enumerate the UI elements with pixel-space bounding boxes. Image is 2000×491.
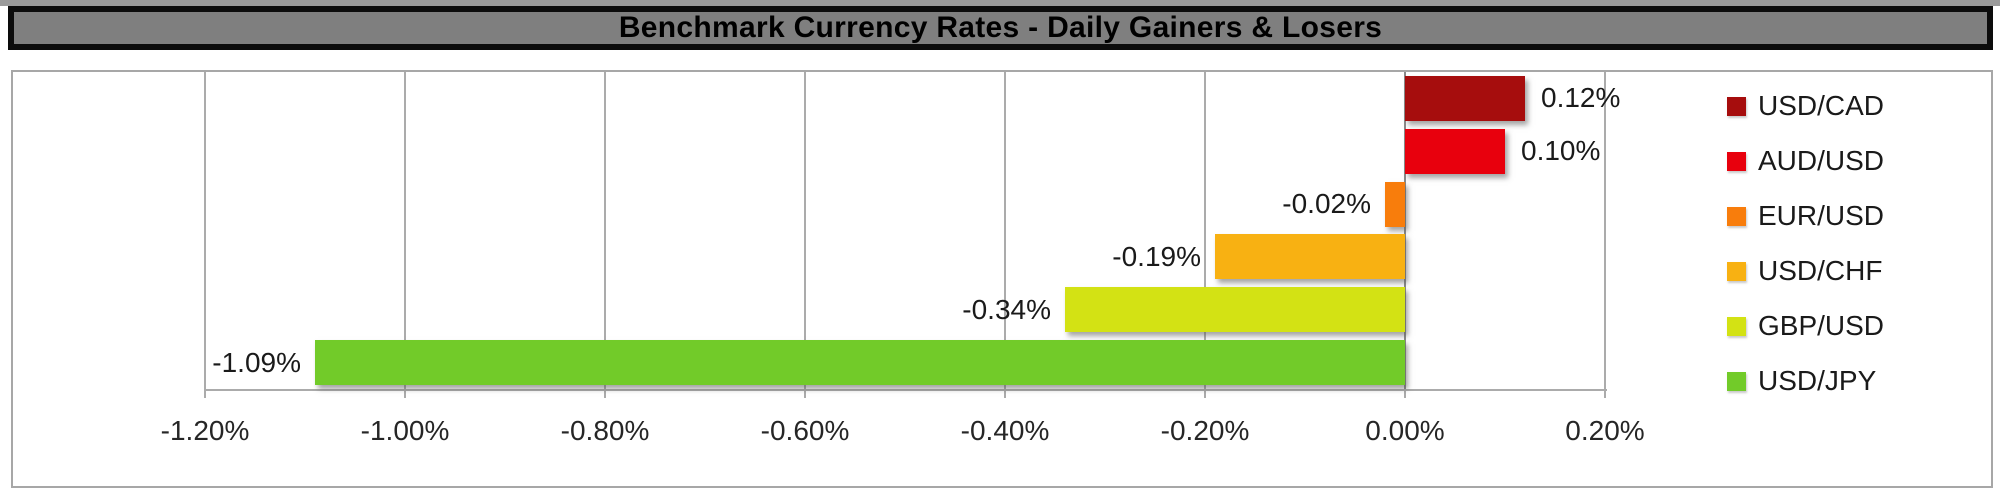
bar-gbp-usd[interactable] [1065,287,1405,333]
x-axis-label--1-20-: -1.20% [160,415,250,446]
gridline--1-00- [404,72,406,389]
chart-title-banner: Benchmark Currency Rates - Daily Gainers… [8,6,1993,50]
gridline--0-40- [1004,72,1006,389]
legend-swatch-usd-chf [1727,261,1746,281]
gridline--1-20- [204,72,206,389]
legend-label-aud-usd: AUD/USD [1758,145,1885,176]
x-axis-tick [1604,389,1606,398]
legend-swatch-usd-jpy [1727,371,1746,391]
value-label-usd-cad: 0.12% [1541,82,1621,114]
legend-label-eur-usd: EUR/USD [1758,200,1885,231]
x-axis-label-0-00-: 0.00% [1365,415,1445,446]
value-label-usd-jpy: -1.09% [212,346,301,378]
x-axis-tick [1404,389,1406,398]
x-axis-label--1-00-: -1.00% [360,415,450,446]
bar-eur-usd[interactable] [1385,181,1405,227]
x-axis-tick [604,389,606,398]
legend-item-gbp-usd[interactable]: GBP/USD [1727,309,1884,343]
legend-item-usd-jpy[interactable]: USD/JPY [1727,364,1876,398]
x-axis-tick [804,389,806,398]
legend-item-aud-usd[interactable]: AUD/USD [1727,144,1884,178]
legend-swatch-gbp-usd [1727,316,1746,336]
x-axis-tick [204,389,206,398]
x-axis-label--0-60-: -0.60% [760,415,850,446]
value-label-eur-usd: -0.02% [1282,188,1371,220]
legend-swatch-usd-cad [1727,96,1746,116]
x-axis-label--0-40-: -0.40% [960,415,1050,446]
bar-usd-jpy[interactable] [315,340,1405,386]
bar-usd-chf[interactable] [1215,234,1405,280]
x-axis-tick [404,389,406,398]
legend-label-usd-cad: USD/CAD [1758,90,1885,121]
legend-item-usd-cad[interactable]: USD/CAD [1727,89,1884,123]
bar-usd-cad[interactable] [1405,75,1525,121]
x-axis-line [205,389,1607,391]
legend-item-eur-usd[interactable]: EUR/USD [1727,199,1884,233]
x-axis-tick [1204,389,1206,398]
legend-item-usd-chf[interactable]: USD/CHF [1727,254,1882,288]
gridline-0-20- [1604,72,1606,389]
chart-frame [11,70,1993,488]
value-label-usd-chf: -0.19% [1112,240,1201,272]
gridline--0-20- [1204,72,1206,389]
legend-label-usd-chf: USD/CHF [1758,255,1883,286]
gridline--0-60- [804,72,806,389]
top-edge-strip [0,0,2000,6]
x-axis-label--0-80-: -0.80% [560,415,650,446]
legend-label-gbp-usd: GBP/USD [1758,310,1885,341]
legend-swatch-eur-usd [1727,206,1746,226]
x-axis-tick [1004,389,1006,398]
value-label-aud-usd: 0.10% [1521,135,1601,167]
value-label-gbp-usd: -0.34% [962,293,1051,325]
gridline-0-00- [1404,72,1406,389]
chart-title: Benchmark Currency Rates - Daily Gainers… [618,11,1383,44]
gridline--0-80- [604,72,606,389]
bar-aud-usd[interactable] [1405,128,1505,174]
x-axis-label-0-20-: 0.20% [1565,415,1645,446]
legend-label-usd-jpy: USD/JPY [1758,365,1877,396]
x-axis-label--0-20-: -0.20% [1160,415,1250,446]
legend-swatch-aud-usd [1727,151,1746,171]
